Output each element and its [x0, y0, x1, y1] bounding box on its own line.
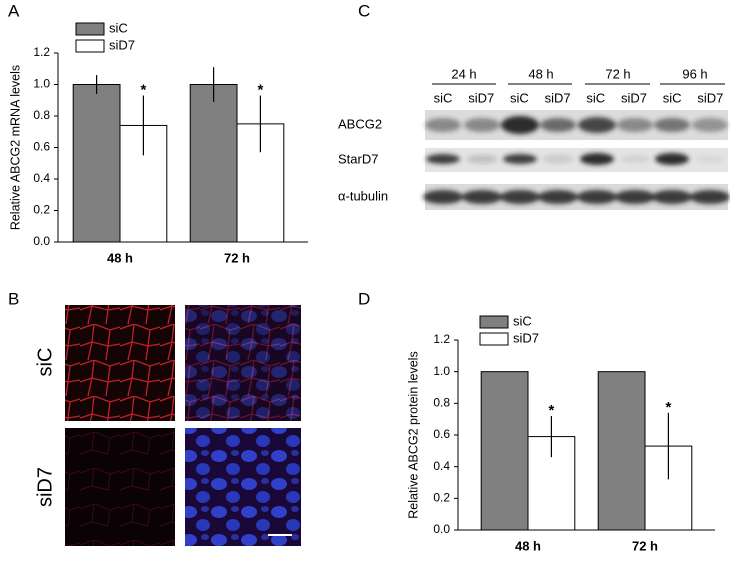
- y-tick-label: 1.0: [433, 364, 450, 378]
- legend-swatch: [75, 22, 105, 36]
- lane-label: siC: [510, 90, 529, 105]
- y-tick-label: 1.0: [33, 77, 50, 91]
- legend-swatch: [479, 315, 509, 329]
- x-tick-label: 72 h: [224, 250, 250, 265]
- x-tick-label: 48 h: [515, 538, 541, 553]
- y-tick-label: 0.6: [33, 140, 50, 154]
- lane-label: siD7: [468, 90, 494, 105]
- y-tick-label: 0.4: [433, 459, 450, 473]
- row-label: siC: [34, 348, 56, 377]
- legend-swatch: [479, 332, 509, 346]
- lane-label: siC: [663, 90, 682, 105]
- image-merge: [185, 428, 301, 546]
- y-axis-label: Relative ABCG2 protein levels: [406, 351, 420, 518]
- significance-marker: *: [665, 399, 671, 416]
- y-tick-label: 1.2: [33, 45, 50, 59]
- lane-label: siC: [434, 90, 453, 105]
- y-axis-label: Relative ABCG2 mRNA levels: [8, 65, 22, 230]
- lane-label: siD7: [697, 90, 723, 105]
- image-red: [65, 428, 175, 546]
- timepoint-label: 96 h: [682, 66, 707, 81]
- blot-row-label: ABCG2: [338, 116, 382, 131]
- bar: [189, 84, 238, 243]
- timepoint-label: 48 h: [528, 66, 553, 81]
- microscopy: siC siD7: [34, 305, 301, 546]
- panel-label: C: [358, 1, 370, 20]
- lane-label: siD7: [621, 90, 647, 105]
- bar: [72, 84, 121, 243]
- significance-marker: *: [140, 81, 146, 98]
- western-blot: ABCG2 StarD7 α-tubulin: [338, 83, 730, 210]
- bar: [480, 371, 529, 531]
- bands: [423, 116, 730, 204]
- lane-label: siD7: [545, 90, 571, 105]
- y-tick-label: 0.6: [433, 427, 450, 441]
- significance-marker: *: [257, 81, 263, 98]
- significance-marker: *: [548, 402, 554, 419]
- blot-row-label: α-tubulin: [338, 188, 388, 203]
- legend-label: siD7: [513, 330, 539, 345]
- y-tick-label: 0.8: [433, 396, 450, 410]
- panel-label: A: [8, 1, 20, 20]
- legend-label: siC: [109, 20, 128, 35]
- bar: [597, 371, 646, 531]
- panel-label: D: [358, 289, 370, 308]
- y-tick-label: 0.2: [433, 491, 450, 505]
- y-tick-label: 0.2: [33, 203, 50, 217]
- image-red: [65, 305, 175, 421]
- timepoint-label: 72 h: [605, 66, 630, 81]
- y-tick-label: 0.0: [433, 522, 450, 536]
- y-tick-label: 0.4: [33, 171, 50, 185]
- y-tick-label: 0.0: [33, 234, 50, 248]
- lane-label: siC: [586, 90, 605, 105]
- y-tick-label: 0.8: [33, 108, 50, 122]
- image-merge-overlay: [185, 305, 301, 421]
- legend-swatch: [75, 39, 105, 53]
- panel-label: B: [8, 289, 19, 308]
- x-tick-label: 48 h: [107, 250, 133, 265]
- legend-label: siD7: [109, 37, 135, 52]
- y-tick-label: 1.2: [433, 332, 450, 346]
- blot-row-label: StarD7: [338, 151, 378, 166]
- x-tick-label: 72 h: [632, 538, 658, 553]
- legend-label: siC: [513, 313, 532, 328]
- row-label: siD7: [34, 467, 56, 507]
- timepoint-label: 24 h: [451, 66, 476, 81]
